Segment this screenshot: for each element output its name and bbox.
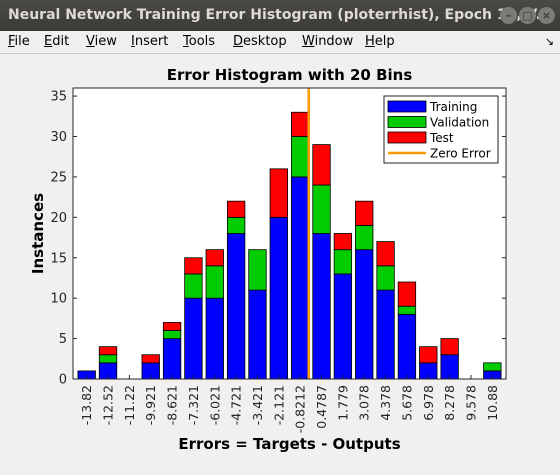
bar-training-13 [355,249,374,380]
bar-test-10 [291,111,310,137]
bar-validation-19 [483,362,502,372]
bar-test-14 [376,241,395,267]
bar-training-9 [269,216,288,380]
menu-view[interactable]: View [86,34,117,49]
x-tick-label-16: 6.978 [421,385,436,421]
bar-training-15 [397,313,417,380]
y-tick-label-10: 10 [50,292,67,307]
y-axis-label: Instances [29,193,47,274]
x-tick-label-11: 0.4787 [314,385,329,429]
error-histogram-chart: 0 5 10 15 20 25 30 35 -13.82 -12.52 -11.22 -9.921 -8… [29,66,507,453]
y-tick-label-15: 15 [50,251,67,266]
chart-title: Error Histogram with 20 Bins [167,66,413,84]
bar-test-3 [141,354,160,364]
bar-test-4 [162,322,182,331]
bar-training-12 [333,273,353,380]
menu-insert[interactable]: Insert [131,34,169,49]
x-tick-label-17: 8.278 [442,385,457,421]
bar-validation-10 [291,136,310,178]
bar-validation-5 [184,273,203,299]
figure-area: 0 5 10 15 20 25 30 35 -13.82 -12.52 -11.22 -9.921 -8… [0,54,560,475]
x-tick-label-14: 4.378 [378,385,393,421]
bar-training-5 [184,297,203,380]
x-axis-label: Errors = Targets - Outputs [178,435,400,453]
x-tick-label-10: -0.8212 [293,385,308,433]
bar-validation-13 [355,225,374,251]
maximize-button[interactable]: □ [519,7,536,24]
bar-training-11 [312,233,331,380]
legend-label-zero-error: Zero Error [430,147,491,161]
legend-swatch-training [387,100,427,113]
legend-label-test: Test [429,131,454,145]
bar-training-8 [248,289,267,380]
bar-test-5 [184,257,203,275]
bar-validation-6 [205,265,224,299]
close-button[interactable]: × [538,7,555,24]
bar-validation-7 [226,216,246,234]
x-tick-label-7: -4.721 [229,385,244,425]
y-tick-label-5: 5 [59,332,67,347]
bar-test-12 [333,233,353,251]
x-tick-label-8: -3.421 [250,385,265,425]
x-tick-label-1: -12.52 [101,385,116,425]
y-tick-label-20: 20 [50,211,67,226]
bar-validation-15 [397,305,417,315]
x-tick-label-0: -13.82 [79,385,94,425]
y-tick-label-25: 25 [50,170,67,185]
bar-test-13 [355,200,374,226]
bar-test-15 [397,281,417,307]
bar-test-6 [205,249,224,267]
legend-label-validation: Validation [430,116,489,130]
bar-test-1 [98,346,118,356]
bar-validation-11 [312,184,331,234]
x-tick-label-3: -9.921 [143,385,158,425]
bar-test-9 [269,168,288,218]
bar-test-16 [419,346,438,364]
legend-swatch-test [387,131,427,144]
bar-test-7 [226,200,246,218]
plot-frame [72,87,507,380]
menu-tools[interactable]: Tools [183,34,216,49]
bar-test-11 [312,144,331,186]
bar-training-10 [291,176,310,380]
menu-bar: File Edit View Insert Tools Desktop Wind… [0,31,560,54]
x-tick-label-4: -8.621 [165,385,180,425]
bar-validation-14 [376,265,395,291]
y-tick-label-30: 30 [50,130,67,145]
x-tick-label-19: 10.88 [485,385,500,421]
menu-edit[interactable]: Edit [44,34,70,49]
bar-validation-12 [333,249,353,275]
bar-validation-8 [248,249,267,291]
x-tick-label-15: 5.678 [399,385,414,421]
bar-test-17 [440,338,459,356]
minimize-button[interactable]: – [500,7,517,24]
x-tick-label-5: -7.321 [186,385,201,425]
menu-help[interactable]: Help [365,34,395,49]
y-tick-label-35: 35 [50,90,67,105]
x-tick-label-18: 9.578 [463,385,478,421]
y-tick-label-0: 0 [59,373,67,388]
window-title: Neural Network Training Error Histogram … [8,7,552,23]
menu-file[interactable]: File [8,34,30,49]
legend-label-training: Training [429,100,477,114]
bar-validation-4 [162,330,182,339]
x-tick-label-2: -11.22 [122,385,137,425]
x-tick-label-9: -2.121 [271,385,286,425]
menu-window[interactable]: Window [302,34,354,49]
bar-training-7 [226,233,246,380]
x-tick-label-13: 3.078 [357,385,372,421]
dock-arrow-icon[interactable]: ↘ [544,35,554,48]
bar-validation-1 [98,354,118,364]
bar-training-4 [162,338,182,380]
window-titlebar: Neural Network Training Error Histogram … [0,0,560,31]
x-tick-label-6: -6.021 [207,385,222,425]
x-tick-label-12: 1.779 [335,385,350,421]
menu-desktop[interactable]: Desktop [233,34,287,49]
bar-training-6 [205,297,224,380]
legend-swatch-validation [387,116,427,128]
bar-training-14 [376,289,395,380]
